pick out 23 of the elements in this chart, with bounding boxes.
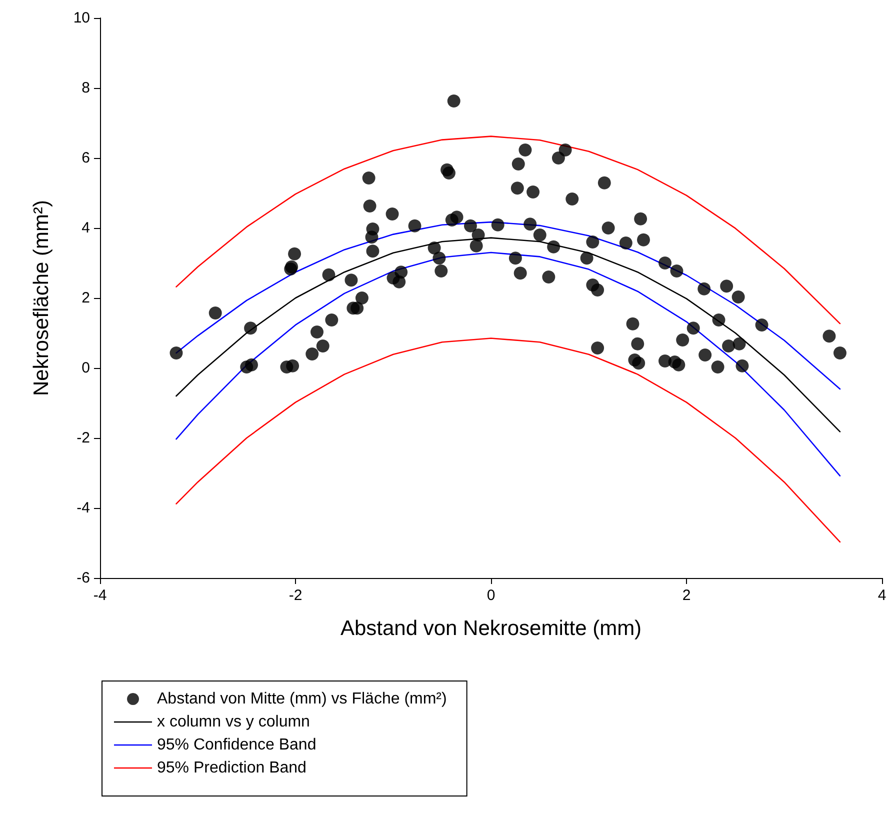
y-tick-label: -4 <box>76 500 90 516</box>
legend-label: Abstand von Mitte (mm) vs Fläche (mm²) <box>157 690 447 708</box>
y-tick-label: -6 <box>76 570 90 586</box>
x-tick-label: -2 <box>288 587 302 604</box>
y-tick-label: 2 <box>82 290 90 306</box>
x-axis-title: Abstand von Nekrosemitte (mm) <box>340 617 642 640</box>
legend-label: 95% Prediction Band <box>157 760 306 776</box>
line-series <box>176 338 841 543</box>
line-series <box>176 252 841 476</box>
legend-label: 95% Confidence Band <box>157 736 316 754</box>
legend-label: x column vs y column <box>157 714 310 730</box>
x-tick-label: 2 <box>682 587 691 604</box>
y-tick-label: 6 <box>82 150 90 166</box>
y-tick-label: 10 <box>73 10 90 26</box>
y-tick-label: -2 <box>76 430 90 446</box>
x-tick-label: 4 <box>878 587 886 604</box>
y-tick-label: 4 <box>82 220 90 236</box>
line-series <box>176 136 841 324</box>
y-axis-title: Nekrosefläche (mm²) <box>30 200 53 396</box>
y-tick-label: 8 <box>82 80 90 96</box>
y-tick-label: 0 <box>82 360 90 376</box>
x-tick-label: -4 <box>93 587 107 604</box>
x-tick-label: 0 <box>486 587 496 604</box>
